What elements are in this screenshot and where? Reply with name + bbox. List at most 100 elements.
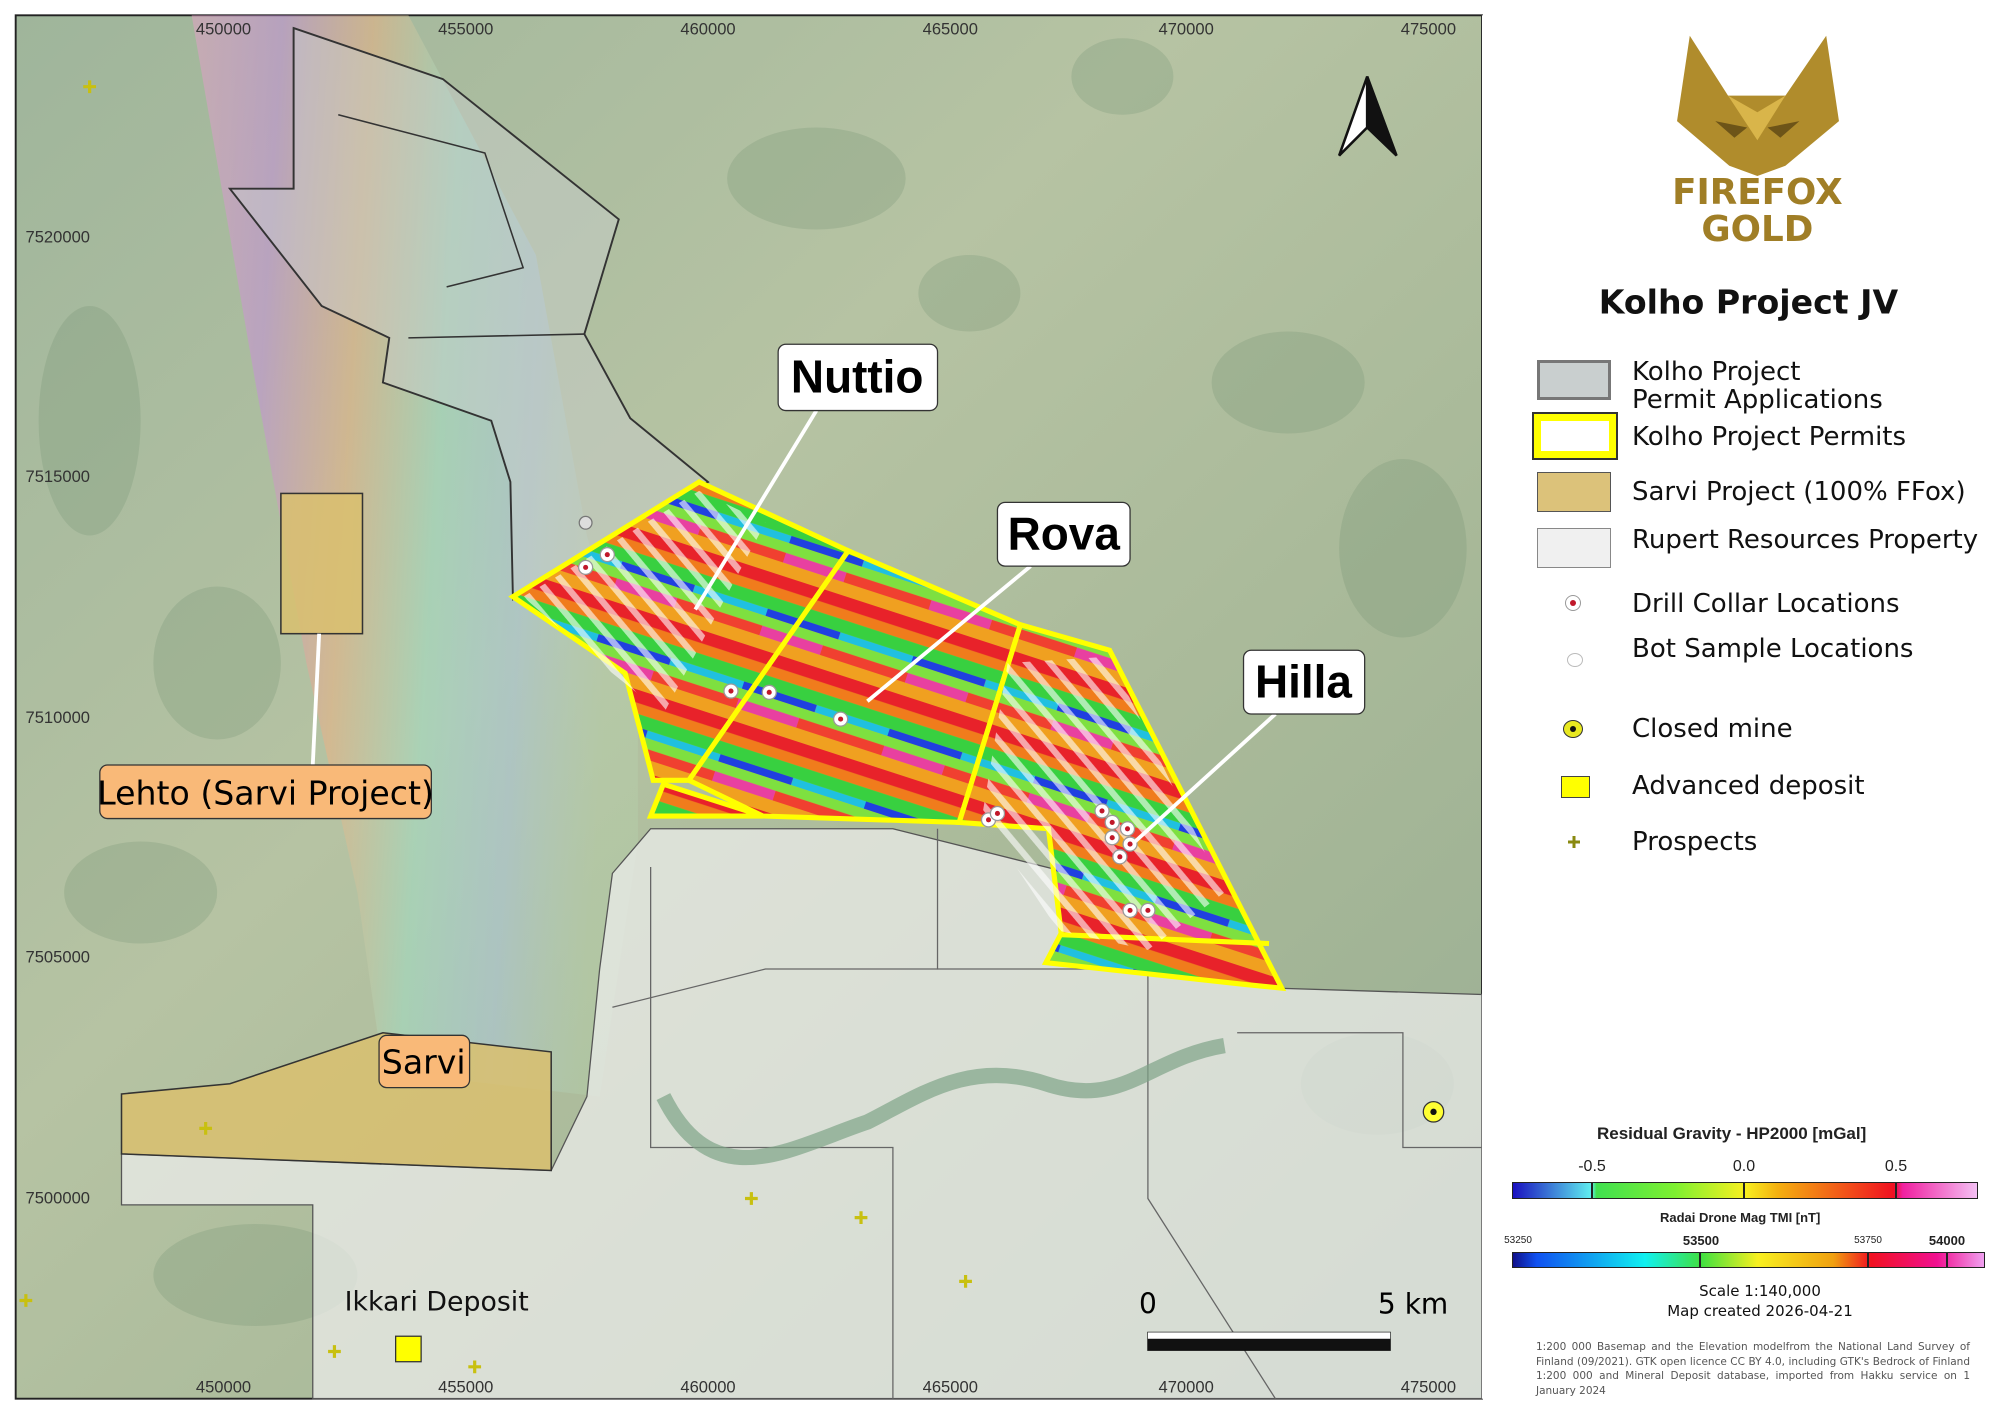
legend-swatch-rupert	[1537, 528, 1611, 568]
svg-text:Hilla: Hilla	[1255, 655, 1352, 707]
drill-collar-icon	[1565, 595, 1581, 611]
svg-text:Sarvi: Sarvi	[382, 1043, 466, 1082]
easting-bottom-label: 470000	[1159, 1377, 1214, 1396]
drill-collar-dot	[583, 564, 589, 570]
legend-title: Kolho Project JV	[1599, 283, 1899, 322]
closed-mine-icon	[1563, 720, 1583, 738]
drill-collar-dot	[728, 688, 734, 694]
svg-text:0: 0	[1139, 1287, 1157, 1320]
mag-tick-label: 53500	[1682, 1233, 1720, 1248]
svg-text:Nuttio: Nuttio	[791, 351, 924, 403]
prospect-marker[interactable]	[199, 1122, 213, 1135]
legend-label-line: Permit Applications	[1632, 385, 1883, 415]
drill-collar-dot	[766, 689, 772, 695]
lehto-sarvi-parcel[interactable]	[280, 492, 364, 635]
sample-line-hatching	[523, 490, 1225, 950]
prospect-marker[interactable]	[744, 1192, 758, 1205]
legend-swatch-sarvi	[1537, 472, 1611, 512]
drill-collar-dot	[1109, 819, 1115, 825]
gravity-colorbar	[1512, 1182, 1978, 1199]
mag-scale-title: Radai Drone Mag TMI [nT]	[1660, 1210, 1821, 1225]
map-scale-text: Scale 1:140,000	[1699, 1282, 1821, 1300]
logo-text-gold: GOLD	[1701, 209, 1813, 250]
ikkari-advanced-deposit-marker[interactable]	[395, 1335, 422, 1363]
permit-rova	[685, 547, 1024, 826]
legend-panel	[1481, 15, 1992, 1399]
easting-top-label: 470000	[1159, 19, 1214, 38]
legend-label-bot-sample: Bot Sample Locations	[1632, 634, 1914, 664]
mag-tick	[1946, 1252, 1948, 1268]
advanced-deposit-icon	[1561, 776, 1590, 798]
legend-label-prospects: Prospects	[1632, 827, 1758, 857]
gravity-tick	[1895, 1182, 1897, 1199]
gravity-tick-label: -0.5	[1578, 1158, 1606, 1175]
easting-top-label: 475000	[1401, 19, 1456, 38]
easting-bottom-label: 465000	[923, 1377, 978, 1396]
prospect-marker[interactable]	[959, 1275, 972, 1288]
prospect-marker[interactable]	[328, 1345, 341, 1358]
easting-top-label: 460000	[680, 19, 735, 38]
legend-label-drill-collar: Drill Collar Locations	[1632, 589, 1900, 619]
drill-collar-dot	[994, 810, 1000, 817]
legend-label-applications: Kolho Project Permit Applications	[1632, 358, 1883, 414]
drill-collar-dot	[985, 817, 992, 823]
easting-bottom-label: 450000	[196, 1377, 251, 1396]
drill-collar-dot	[1127, 841, 1133, 847]
legend-swatch-applications	[1537, 360, 1611, 400]
mag-tick	[1867, 1252, 1869, 1268]
river	[656, 1037, 1226, 1166]
legend-swatch-permits	[1532, 412, 1618, 460]
easting-bottom-label: 475000	[1401, 1377, 1456, 1396]
northing-label: 7520000	[26, 227, 90, 246]
mag-tick-label: 54000	[1928, 1233, 1966, 1248]
prospect-marker[interactable]	[83, 80, 97, 94]
easting-top-label: 455000	[438, 19, 493, 38]
label-rova: Rova	[996, 501, 1131, 567]
prospect-marker[interactable]	[468, 1360, 482, 1374]
scale-bar: 0 5 km	[1139, 1287, 1448, 1351]
drill-collar-dot	[1117, 854, 1123, 860]
drill-collar-dot	[838, 716, 844, 722]
prospect-marker[interactable]	[19, 1294, 33, 1307]
application-internal-lines	[292, 28, 585, 339]
north-arrow-icon	[1337, 76, 1398, 157]
easting-bottom-label: 460000	[680, 1377, 735, 1396]
svg-text:5 km: 5 km	[1378, 1287, 1448, 1320]
fox-head-logo-icon	[1677, 35, 1839, 176]
logo-text-firefox: FIREFOX	[1672, 172, 1842, 213]
legend-label-line: Kolho Project	[1632, 357, 1801, 387]
label-lehto: Lehto (Sarvi Project)	[97, 764, 434, 820]
easting-top-label: 465000	[923, 19, 978, 38]
legend-label-rupert: Rupert Resources Property	[1632, 525, 1979, 555]
gravity-scale-title: Residual Gravity - HP2000 [mGal]	[1597, 1124, 1867, 1143]
callout-leaders	[310, 409, 1277, 843]
drill-collar-dot	[1127, 907, 1133, 913]
label-ikkari: Ikkari Deposit	[345, 1287, 529, 1318]
gravity-tick	[1591, 1182, 1593, 1199]
legend-label-advanced-deposit: Advanced deposit	[1632, 771, 1865, 801]
terrain-texture	[38, 38, 1467, 1327]
easting-top-label: 450000	[196, 19, 251, 38]
northing-label: 7510000	[26, 708, 90, 727]
prospect-marker[interactable]	[854, 1211, 868, 1225]
closed-mine-marker[interactable]	[1422, 1100, 1445, 1123]
map-created-text: Map created 2026-04-21	[1667, 1302, 1853, 1320]
kolho-permit-applications[interactable]	[227, 26, 710, 601]
label-hilla: Hilla	[1242, 649, 1366, 715]
svg-text:Rova: Rova	[1008, 508, 1121, 560]
gravity-tick	[1743, 1182, 1745, 1199]
mag-tick-label: 53250	[1504, 1235, 1532, 1246]
mag-colorbar	[1512, 1252, 1985, 1268]
gravity-tick-label: 0.5	[1884, 1158, 1908, 1175]
drill-collar-dot	[1109, 835, 1115, 841]
northing-label: 7500000	[26, 1189, 90, 1208]
drill-collar-dot	[604, 552, 610, 558]
svg-text:Lehto (Sarvi Project): Lehto (Sarvi Project)	[97, 774, 434, 813]
permit-rova-south	[646, 780, 764, 819]
legend-label-permits: Kolho Project Permits	[1632, 422, 1907, 452]
attribution-text: 1:200 000 Basemap and the Elevation mode…	[1536, 1341, 1970, 1397]
regional-magnetic-overlay	[191, 15, 638, 1097]
gravity-tick-label: 0.0	[1732, 1158, 1756, 1175]
bot-sample-marker[interactable]	[578, 515, 593, 530]
